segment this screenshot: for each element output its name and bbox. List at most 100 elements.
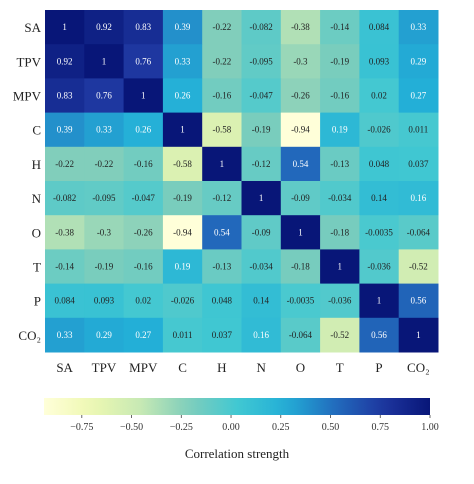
heatmap-cell (359, 215, 400, 250)
heatmap-cell-value: 0.76 (135, 56, 151, 66)
heatmap-cell (123, 146, 164, 182)
heatmap-cell-value: -0.52 (330, 330, 349, 340)
heatmap-cell-value: -0.19 (252, 125, 271, 135)
heatmap-cell (241, 215, 282, 250)
heatmap-cell (162, 181, 203, 216)
heatmap-cell-value: -0.3 (293, 56, 308, 66)
heatmap-cell (45, 146, 85, 182)
heatmap-cell-value: 0.037 (408, 159, 429, 169)
heatmap-cell (123, 78, 164, 114)
heatmap-cell (241, 181, 282, 216)
heatmap-cell (241, 112, 282, 148)
heatmap-cell-value: -0.94 (173, 227, 192, 237)
heatmap-cell (280, 249, 321, 285)
colorbar-tick-label: 0.75 (372, 422, 390, 433)
heatmap-cell (84, 215, 125, 250)
heatmap-cell-value: -0.19 (95, 262, 114, 272)
colorbar-tick-label: 0.00 (222, 422, 240, 433)
col-label: O (296, 360, 305, 375)
colorbar-tick-label: 0.50 (322, 422, 340, 433)
heatmap-cell (202, 215, 242, 250)
col-label: TPV (92, 360, 117, 375)
col-label: CO₂ (407, 360, 430, 375)
heatmap-cell-value: 0.39 (175, 22, 191, 32)
row-label: C (32, 123, 41, 138)
heatmap-cell-value: 0.011 (173, 330, 193, 340)
heatmap-cell-value: -0.3 (97, 227, 112, 237)
colorbar-tick-label: 0.25 (272, 422, 290, 433)
heatmap-cell (320, 283, 360, 319)
heatmap-cell (202, 10, 242, 45)
heatmap-cell (359, 112, 400, 148)
colorbar-label: Correlation strength (185, 446, 290, 461)
heatmap-cell-value: -0.064 (407, 227, 431, 237)
row-label: O (32, 225, 41, 240)
heatmap-cell (241, 78, 282, 114)
heatmap-cell (320, 249, 360, 285)
heatmap-cell (123, 317, 164, 353)
heatmap-cell-value: -0.026 (171, 296, 195, 306)
heatmap-cell (202, 78, 242, 114)
heatmap-cell (398, 10, 439, 45)
heatmap-cell (359, 44, 400, 79)
heatmap-cell (162, 249, 203, 285)
heatmap-cell-value: 0.19 (332, 125, 348, 135)
heatmap-cell-value: -0.14 (330, 22, 349, 32)
heatmap-cell-value: -0.22 (55, 159, 74, 169)
heatmap-cell-value: 1 (102, 56, 107, 66)
heatmap-cell (202, 181, 242, 216)
row-label: P (34, 294, 41, 309)
heatmap-cell (84, 283, 125, 319)
heatmap-cell (162, 146, 203, 182)
heatmap-cell-value: 0.33 (96, 125, 112, 135)
heatmap-cell (123, 112, 164, 148)
heatmap-cell-value: -0.13 (212, 262, 231, 272)
heatmap-cell (123, 215, 164, 250)
heatmap-cell-value: 0.011 (408, 125, 428, 135)
heatmap-cell-value: -0.16 (134, 262, 153, 272)
heatmap-cell (84, 78, 125, 114)
heatmap-cell-value: -0.09 (291, 193, 310, 203)
heatmap-cell (162, 112, 203, 148)
heatmap-cell-value: -0.0035 (287, 296, 315, 306)
heatmap-cell-value: -0.16 (134, 159, 153, 169)
heatmap-cell-value: -0.18 (330, 227, 349, 237)
heatmap-row-labels: SA TPV MPV C H N O T P CO₂ (13, 20, 42, 343)
heatmap-cell (123, 10, 164, 45)
heatmap-cell (280, 146, 321, 182)
heatmap-cell (280, 78, 321, 114)
heatmap-cell (202, 112, 242, 148)
heatmap-cell (320, 181, 360, 216)
heatmap-cell (45, 112, 85, 148)
heatmap-cell-value: 0.093 (94, 296, 115, 306)
heatmap-cell-value: -0.18 (291, 262, 310, 272)
row-label: MPV (13, 89, 42, 104)
heatmap-cell-value: -0.19 (173, 193, 192, 203)
heatmap-cell-value: 0.26 (175, 91, 191, 101)
heatmap-cell-value: -0.047 (132, 193, 156, 203)
heatmap-cell-value: 0.27 (410, 91, 426, 101)
colorbar-tick-label: −0.25 (170, 422, 193, 433)
heatmap-cell (84, 10, 125, 45)
heatmap-cell (162, 215, 203, 250)
heatmap-cell-value: 0.29 (96, 330, 112, 340)
heatmap-cell (398, 78, 439, 114)
heatmap-cell-value: -0.26 (291, 91, 310, 101)
colorbar-tick-label: −0.50 (120, 422, 143, 433)
heatmap-cell (280, 317, 321, 353)
heatmap-cell-value: 1 (62, 22, 67, 32)
heatmap-cell (45, 10, 85, 45)
heatmap-cell-value: 0.19 (175, 262, 191, 272)
heatmap-cell-value: -0.94 (291, 125, 310, 135)
col-label: C (178, 360, 187, 375)
heatmap-cell-value: 0.33 (175, 56, 191, 66)
heatmap-cell (123, 44, 164, 79)
heatmap-cell-value: -0.16 (330, 91, 349, 101)
heatmap-cell (320, 215, 360, 250)
heatmap-cell (84, 317, 125, 353)
heatmap-cell (162, 78, 203, 114)
heatmap-cell-value: 0.56 (410, 296, 426, 306)
heatmap-cell (359, 317, 400, 353)
colorbar-tick-label: 1.00 (421, 422, 439, 433)
heatmap-cell-value: 0.02 (135, 296, 151, 306)
